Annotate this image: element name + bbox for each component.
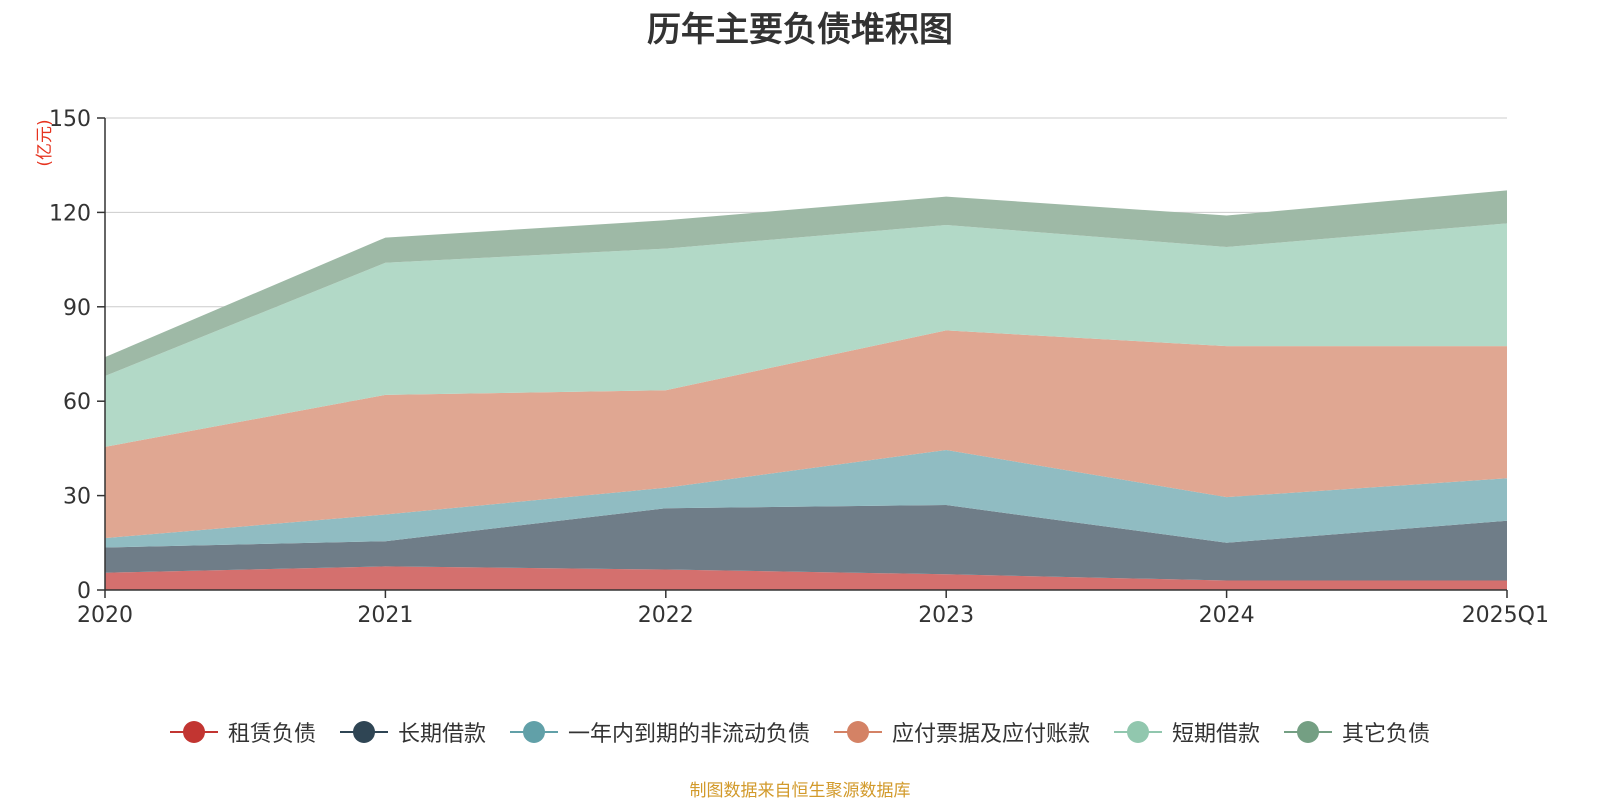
x-tick-label-0: 2020 [77,603,133,628]
x-ticks: 2020 2021 2022 2023 2024 2025Q1 [77,590,1549,628]
area-series-1 [105,505,1507,581]
legend-item-4[interactable]: 短期借款 [1114,716,1260,748]
axes [104,118,1507,591]
stacked-area-chart: 0 30 60 90 120 150 2020 2021 2022 2023 2024 2025Q1… [35,107,1549,628]
legend-item-3[interactable]: 应付票据及应付账款 [834,716,1090,748]
legend-marker-icon [1284,720,1333,744]
x-tick-label-2: 2022 [638,603,694,628]
legend-marker-icon [509,720,558,744]
legend-marker-icon [169,720,218,744]
chart-title: 历年主要负债堆积图 [647,10,953,50]
area-series-2 [105,449,1507,548]
y-ticks: 0 30 60 90 120 150 [49,107,105,604]
legend: 租赁负债 长期借款 一年内到期的非流动负债 应付票据及应付账款 短期借款 其它负债 [0,716,1600,748]
x-tick-label-3: 2023 [918,603,974,628]
area-series-4 [105,223,1507,447]
x-tick-label-4: 2024 [1199,603,1255,628]
source-note: 制图数据来自恒生聚源数据库 [689,781,911,801]
area-series-0 [105,566,1507,590]
legend-label: 长期借款 [397,722,486,747]
legend-item-0[interactable]: 租赁负债 [169,716,316,748]
y-tick-label-1: 30 [63,485,91,510]
legend-item-2[interactable]: 一年内到期的非流动负债 [509,716,810,748]
legend-item-5[interactable]: 其它负债 [1284,716,1430,748]
legend-label: 其它负债 [1342,722,1431,747]
area-series-3 [105,330,1507,539]
area-series-5 [105,190,1507,377]
legend-label: 短期借款 [1172,722,1261,747]
y-unit-label: (亿元) [35,119,55,166]
legend-marker-icon [1114,720,1163,744]
legend-label: 租赁负债 [227,722,316,747]
legend-label: 应付票据及应付账款 [892,722,1091,747]
y-tick-label-2: 60 [63,390,91,415]
legend-label: 一年内到期的非流动负债 [567,722,810,747]
y-tick-label-4: 120 [49,201,91,226]
y-tick-label-3: 90 [63,296,91,321]
y-tick-label-5: 150 [49,107,91,132]
legend-marker-icon [339,720,388,744]
x-tick-label-1: 2021 [357,603,413,628]
x-tick-label-5: 2025Q1 [1462,603,1549,628]
legend-marker-icon [834,720,882,744]
area-series [105,190,1507,590]
legend-item-1[interactable]: 长期借款 [339,716,486,748]
y-tick-label-0: 0 [77,579,91,604]
